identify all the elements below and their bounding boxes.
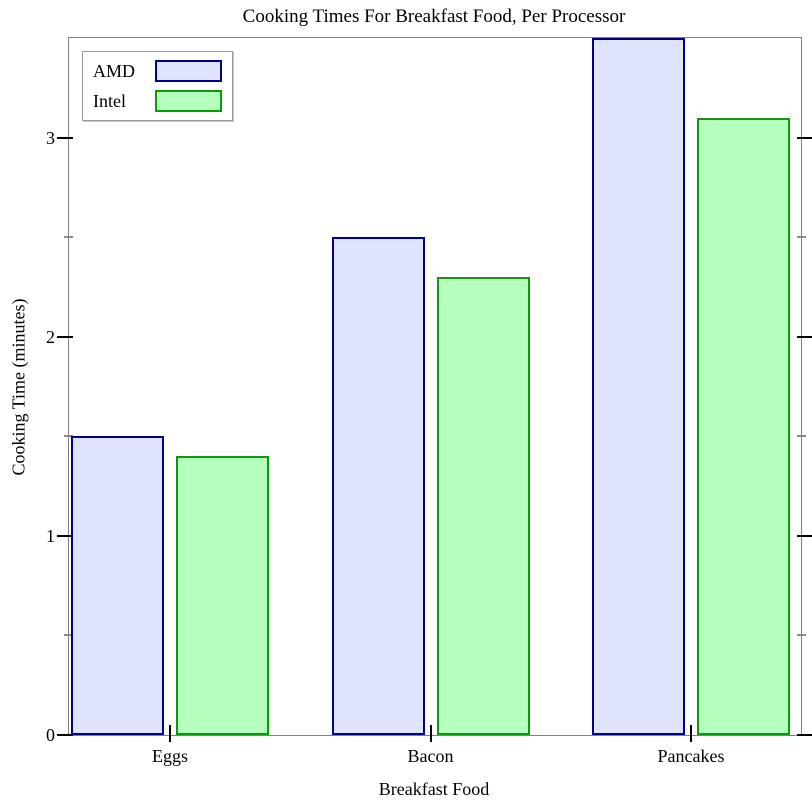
- y-axis-tick: [57, 136, 73, 139]
- bar-amd-bacon: [331, 237, 425, 735]
- y-axis-tick: [57, 335, 73, 338]
- legend-label-intel: Intel: [93, 91, 126, 111]
- legend-label-amd: AMD: [93, 61, 136, 81]
- y-tick-label: 3: [46, 127, 55, 148]
- legend-swatch-intel: [155, 90, 222, 112]
- y-axis-minor-tick: [797, 435, 806, 438]
- bar-intel-bacon: [436, 276, 530, 735]
- y-axis-label: Cooking Time (minutes): [8, 297, 29, 476]
- chart-title: Cooking Times For Breakfast Food, Per Pr…: [242, 6, 626, 27]
- y-axis-tick: [797, 534, 812, 537]
- y-axis-tick: [797, 136, 812, 139]
- x-axis-tick: [169, 725, 171, 742]
- y-axis-minor-tick: [64, 236, 73, 239]
- x-tick-label: Pancakes: [657, 746, 725, 766]
- y-axis-minor-tick: [64, 435, 73, 438]
- y-axis-tick: [797, 734, 812, 736]
- bar-intel-pancakes: [697, 117, 790, 735]
- bar-amd-eggs: [71, 436, 164, 735]
- y-axis-tick: [797, 335, 812, 338]
- bar-amd-pancakes: [592, 38, 685, 735]
- x-tick-label: Bacon: [407, 746, 454, 766]
- legend-item-intel: Intel: [93, 90, 222, 112]
- y-tick-label: 0: [46, 725, 55, 745]
- y-axis-minor-tick: [797, 236, 806, 239]
- legend-item-amd: AMD: [93, 60, 222, 82]
- y-axis-minor-tick: [64, 634, 73, 637]
- y-tick-label: 2: [46, 326, 55, 347]
- legend: AMD Intel: [82, 51, 233, 121]
- x-tick-label: Eggs: [152, 746, 188, 766]
- legend-swatch-amd: [155, 60, 222, 82]
- y-axis-tick: [57, 534, 73, 537]
- x-axis-label: Breakfast Food: [378, 779, 490, 799]
- y-axis-minor-tick: [797, 634, 806, 637]
- bar-intel-eggs: [176, 456, 269, 735]
- y-axis-tick: [57, 734, 73, 736]
- y-tick-label: 1: [46, 525, 55, 546]
- plot-area: Cooking Time (minutes) AMD Intel 0 1 2 3 Egg…: [9, 37, 812, 766]
- x-axis-tick: [429, 725, 432, 742]
- x-axis-tick: [690, 725, 692, 742]
